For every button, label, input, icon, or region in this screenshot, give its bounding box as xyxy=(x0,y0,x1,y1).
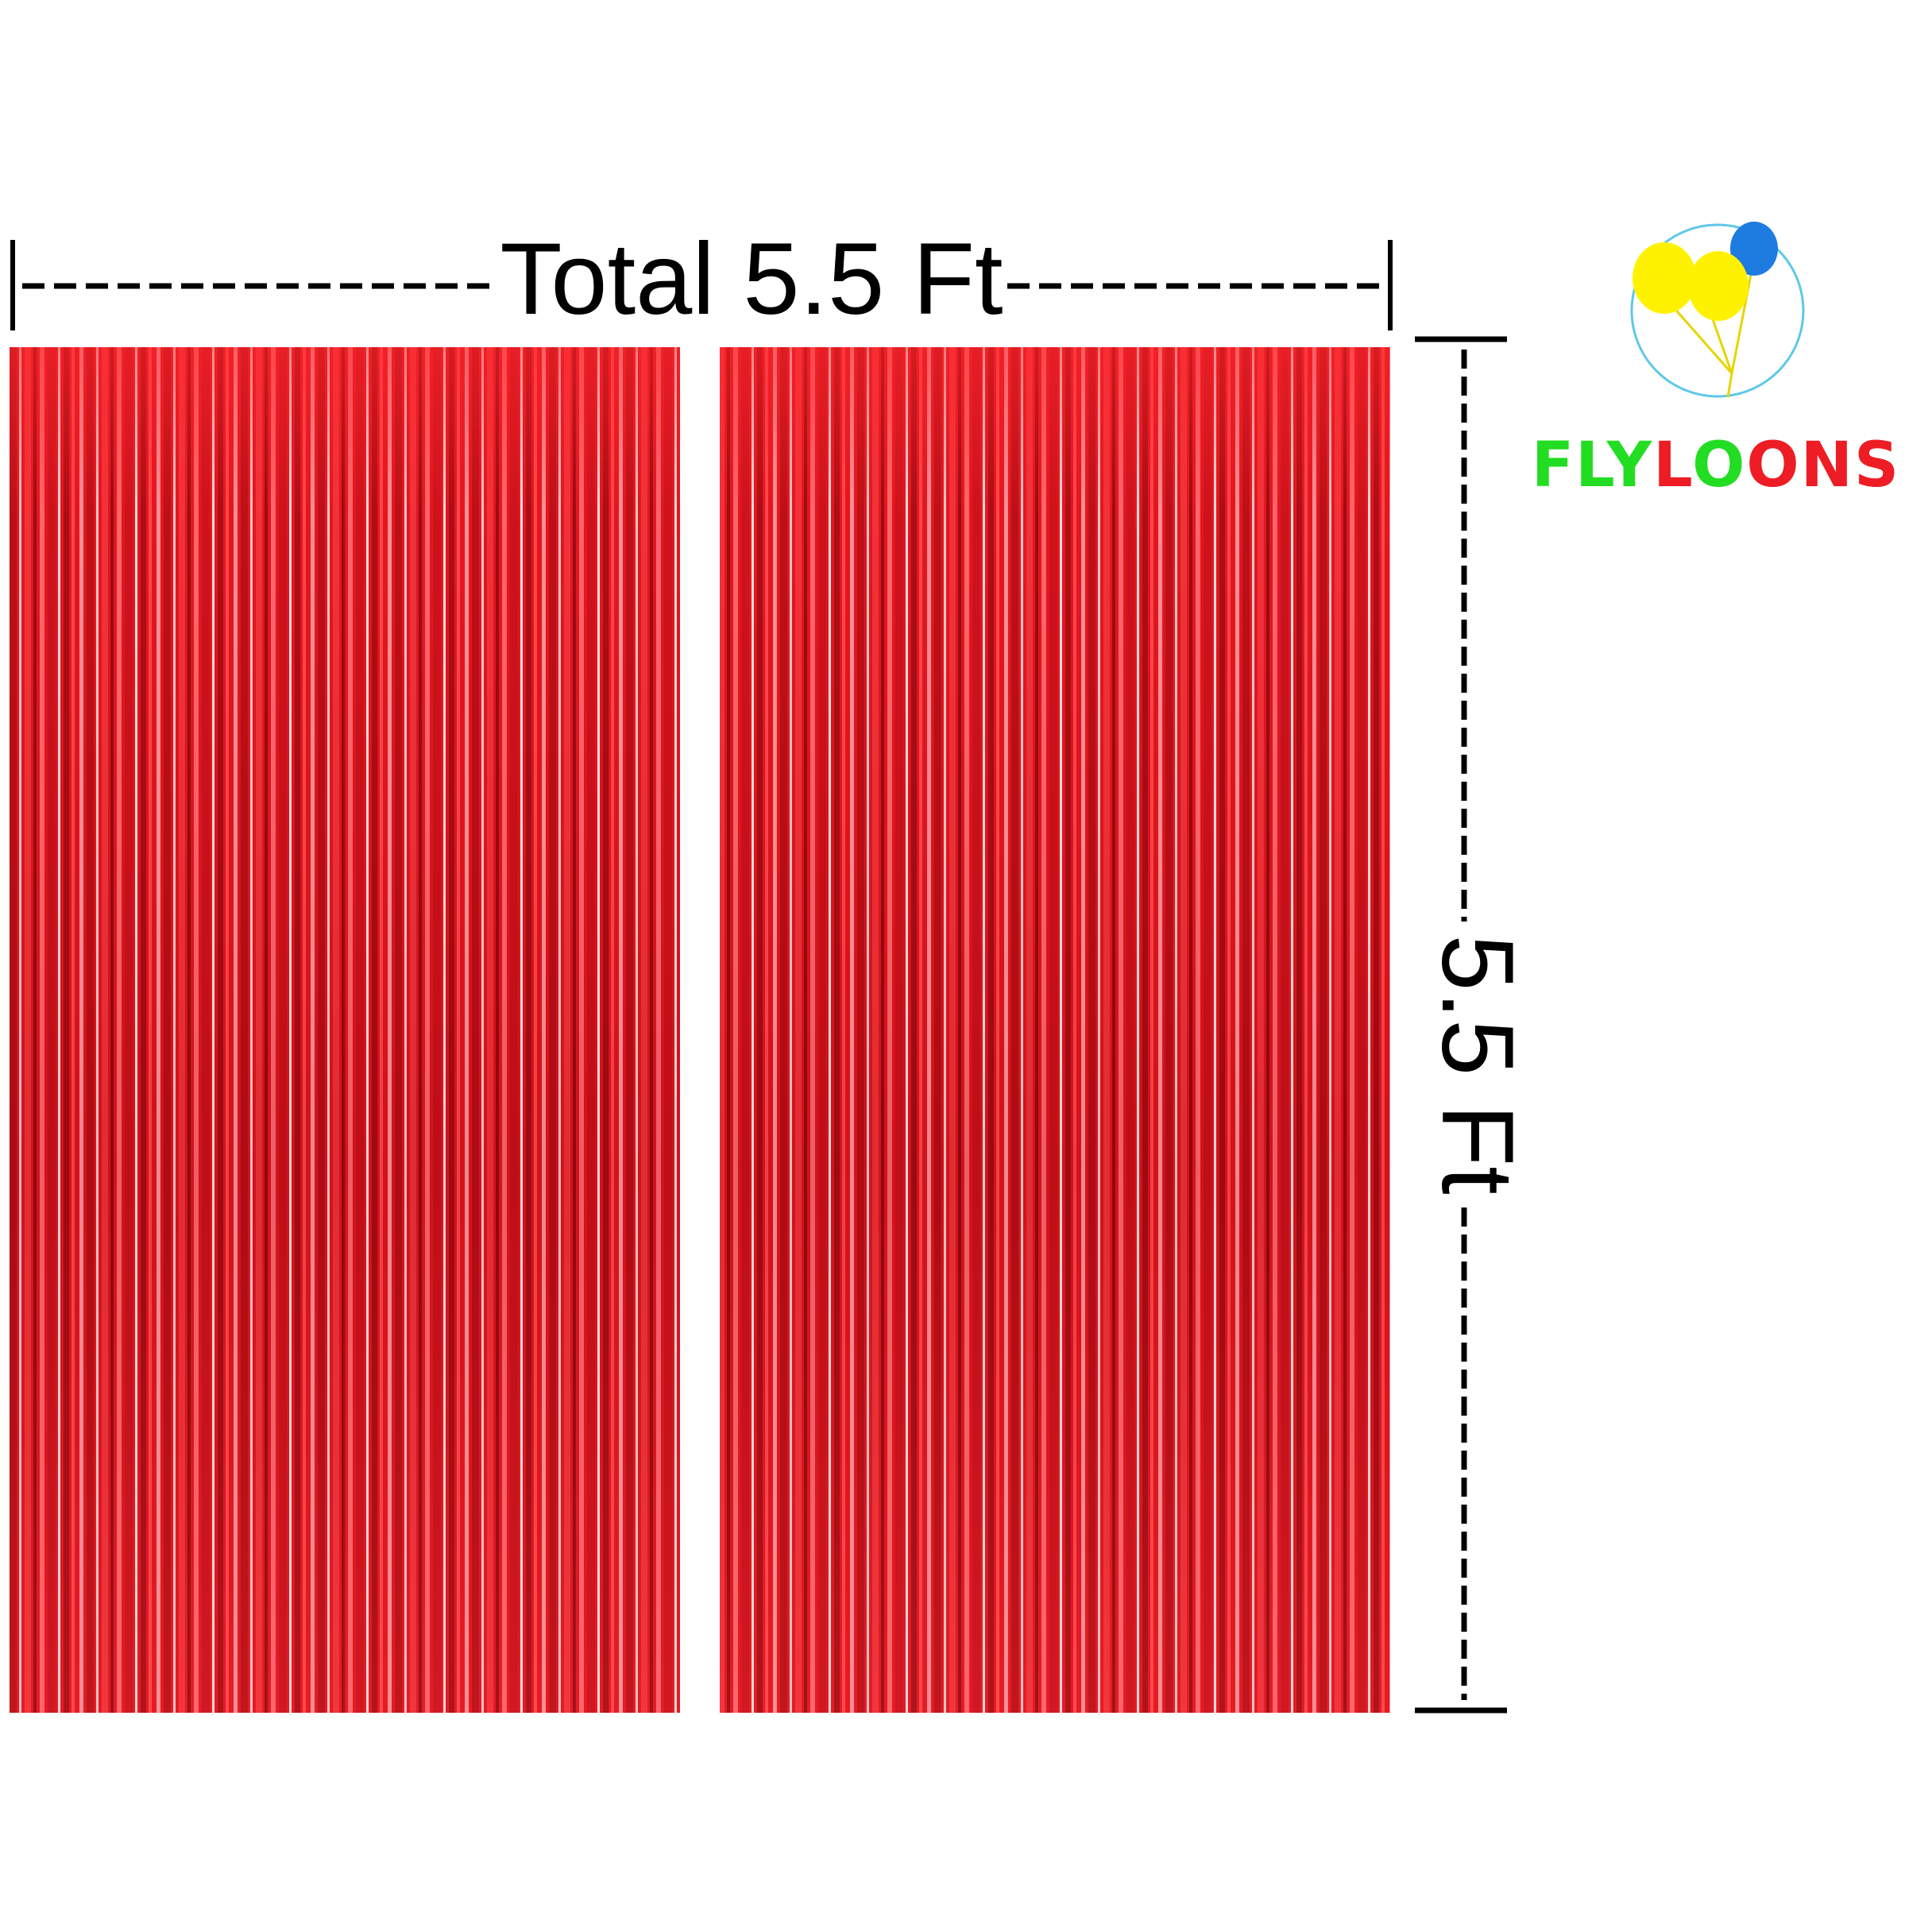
brand-letter: S xyxy=(1854,430,1900,501)
logo-balloon xyxy=(1688,251,1748,321)
logo-balloon xyxy=(1633,242,1696,314)
curtain-right-shade xyxy=(720,347,1390,1713)
brand-letter: L xyxy=(1575,430,1613,501)
logo-balloon xyxy=(1730,222,1778,276)
brand-letter: Y xyxy=(1606,430,1653,501)
logo-ring xyxy=(1630,223,1805,398)
brand-letter: F xyxy=(1532,430,1575,501)
brand-name: FLYLOONS xyxy=(1532,430,1900,501)
brand-letter: N xyxy=(1801,430,1854,501)
brand-letter: O xyxy=(1692,430,1746,501)
brand-letter: O xyxy=(1746,430,1800,501)
width-label: Total 5.5 Ft xyxy=(500,222,1003,336)
curtain-left-shade xyxy=(10,347,680,1713)
brand-letter: L xyxy=(1653,430,1692,501)
height-label: 5.5 Ft xyxy=(1420,934,1534,1194)
